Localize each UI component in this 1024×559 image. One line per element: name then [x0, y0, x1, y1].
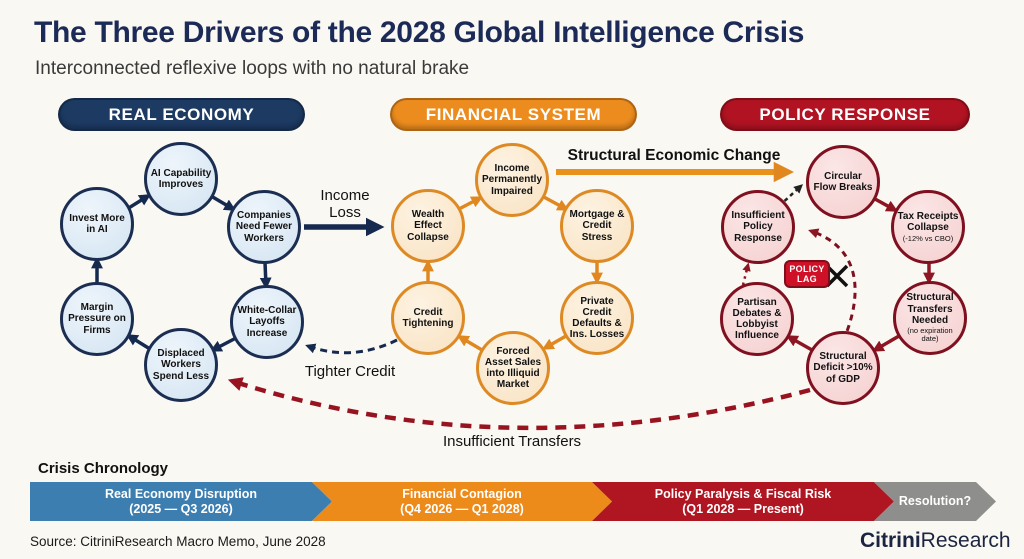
node-structural-deficit-gdp: Structural Deficit >10% of GDP: [806, 331, 880, 405]
node-label: Mortgage & Credit Stress: [569, 209, 625, 243]
header-policy-response: POLICY RESPONSE: [720, 98, 970, 131]
node-label: Wealth Effect Collapse: [407, 209, 449, 243]
node-circular-flow-breaks: Circular Flow Breaks: [806, 145, 880, 219]
node-label: Structural Deficit >10% of GDP: [813, 351, 873, 385]
node-invest-more-in-ai: Invest More in AI: [60, 187, 134, 261]
node-label: Tax Receipts Collapse: [897, 211, 959, 234]
tighter-credit-label: Tighter Credit: [304, 363, 396, 380]
financial-loop-arrows: [422, 194, 603, 352]
timeline-segment-label: Resolution?: [898, 494, 972, 508]
timeline-segment-label: Financial Contagion: [402, 486, 522, 501]
node-tax-receipts-collapse: Tax Receipts Collapse (-12% vs CBO): [891, 190, 965, 264]
chronology-timeline: Real Economy Disruption (2025 — Q3 2026)…: [0, 482, 1024, 521]
page-title: The Three Drivers of the 2028 Global Int…: [34, 16, 805, 49]
node-label: Income Permanently Impaired: [481, 163, 543, 197]
timeline-segment-label: Real Economy Disruption: [104, 486, 258, 501]
timeline-segment-label: Policy Paralysis & Fiscal Risk: [654, 486, 832, 501]
policy-feedback-dashed-arrow: [778, 184, 803, 207]
brand-logo-bold: Citrini: [860, 529, 921, 552]
node-label: Structural Transfers Needed: [906, 292, 954, 326]
node-sublabel: (-12% vs CBO): [902, 233, 954, 243]
node-label: Companies Need Fewer Workers: [235, 210, 293, 244]
blocked-x-icon: [825, 264, 849, 288]
node-label: Forced Asset Sales into Illiquid Market: [484, 345, 542, 391]
node-partisan-debates-lobbyist: Partisan Debates & Lobbyist Influence: [720, 282, 794, 356]
node-label: Credit Tightening: [402, 306, 454, 329]
chronology-heading: Crisis Chronology: [38, 460, 169, 477]
tighter-credit-arrow: [305, 338, 398, 355]
node-forced-asset-sales: Forced Asset Sales into Illiquid Market: [476, 331, 550, 405]
node-ai-capability-improves: AI Capability Improves: [144, 142, 218, 216]
node-income-permanently-impaired: Income Permanently Impaired: [475, 143, 549, 217]
timeline-segment-policy-paralysis: Policy Paralysis & Fiscal Risk (Q1 2028 …: [592, 482, 894, 521]
node-label: Insufficient Policy Response: [731, 210, 785, 244]
brand-logo-regular: Research: [920, 529, 1011, 552]
timeline-segment-period: (Q4 2026 — Q1 2028): [400, 501, 524, 516]
node-displaced-workers-spend-less: Displaced Workers Spend Less: [144, 328, 218, 402]
insufficient-transfers-label: Insufficient Transfers: [442, 433, 582, 450]
node-sublabel: (no expiration date): [907, 326, 953, 344]
page-subtitle: Interconnected reflexive loops with no n…: [35, 58, 470, 79]
node-label: AI Capability Improves: [150, 167, 212, 190]
node-label: Private Credit Defaults & Ins. Losses: [569, 295, 625, 341]
header-financial-system: FINANCIAL SYSTEM: [390, 98, 637, 131]
income-loss-label: Income Loss: [320, 187, 370, 221]
node-mortgage-credit-stress: Mortgage & Credit Stress: [560, 189, 634, 263]
node-wealth-effect-collapse: Wealth Effect Collapse: [391, 189, 465, 263]
policy-lag-badge: POLICY LAG: [784, 260, 830, 288]
timeline-segment-financial-contagion: Financial Contagion (Q4 2026 — Q1 2028): [312, 482, 612, 521]
policy-lag-dashed-arrow: [808, 228, 857, 342]
brand-logo: CitriniResearch: [860, 529, 1011, 553]
real-loop-arrows: [91, 194, 272, 352]
node-white-collar-layoffs: White-Collar Layoffs Increase: [230, 285, 304, 359]
node-label: Margin Pressure on Firms: [68, 302, 126, 336]
timeline-segment-real-economy: Real Economy Disruption (2025 — Q3 2026): [30, 482, 332, 521]
timeline-segment-period: (Q1 2028 — Present): [682, 501, 804, 516]
node-label: Partisan Debates & Lobbyist Influence: [732, 296, 782, 342]
node-structural-transfers-needed: Structural Transfers Needed (no expiratio…: [893, 281, 967, 355]
source-note: Source: CitriniResearch Macro Memo, June…: [30, 534, 326, 549]
structural-change-label: Structural Economic Change: [567, 147, 781, 164]
node-label: Invest More in AI: [69, 212, 125, 235]
node-credit-tightening: Credit Tightening: [391, 281, 465, 355]
policy-loop-arrows: [741, 197, 935, 352]
timeline-segment-resolution: Resolution?: [874, 482, 996, 521]
node-margin-pressure-on-firms: Margin Pressure on Firms: [60, 282, 134, 356]
node-label: Circular Flow Breaks: [813, 170, 873, 193]
header-real-economy: REAL ECONOMY: [58, 98, 305, 131]
node-label: White-Collar Layoffs Increase: [237, 305, 297, 339]
node-companies-need-fewer-workers: Companies Need Fewer Workers: [227, 190, 301, 264]
insufficient-transfers-arrow: [227, 377, 811, 431]
node-private-credit-defaults: Private Credit Defaults & Ins. Losses: [560, 281, 634, 355]
timeline-segment-period: (2025 — Q3 2026): [129, 501, 233, 516]
node-insufficient-policy-response: Insufficient Policy Response: [721, 190, 795, 264]
node-label: Displaced Workers Spend Less: [152, 348, 210, 382]
